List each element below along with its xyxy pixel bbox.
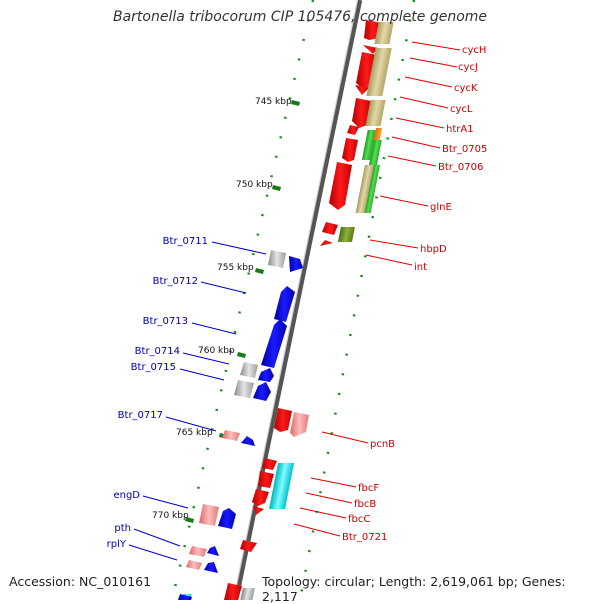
tick-label: 745 kbp bbox=[255, 97, 292, 107]
accession-label: Accession: NC_010161 bbox=[9, 574, 152, 589]
gene-label-glnE: glnE bbox=[430, 202, 452, 213]
gene-label-cycH: cycH bbox=[462, 45, 486, 56]
cds-arrow bbox=[352, 98, 371, 128]
genome-backbone-highlight bbox=[232, 0, 359, 600]
pcnB-cds bbox=[290, 412, 309, 437]
tick-label: 760 kbp bbox=[198, 346, 235, 356]
map-title: Bartonella tribocorum CIP 105476, comple… bbox=[112, 9, 488, 25]
cds-arrow bbox=[218, 508, 236, 529]
cds-arrow bbox=[204, 562, 218, 573]
cds-arrow bbox=[274, 286, 295, 322]
cds-arrow bbox=[363, 45, 378, 54]
gene-label-rplY: rplY bbox=[107, 539, 127, 550]
gene-label-int: int bbox=[414, 262, 427, 273]
rna-block bbox=[366, 48, 392, 96]
cds-arrow bbox=[224, 583, 242, 600]
left-leader-lines bbox=[128, 241, 267, 561]
cds-arrow bbox=[322, 222, 338, 235]
gray-cds bbox=[268, 250, 286, 268]
gene-label-pth: pth bbox=[114, 523, 131, 534]
cds-arrow bbox=[289, 256, 303, 272]
gene-label-hbpD: hbpD bbox=[420, 244, 447, 255]
gene-label-engD: engD bbox=[113, 490, 140, 501]
cds-arrow bbox=[347, 125, 359, 135]
gray-cds bbox=[234, 380, 254, 398]
gene-label-pcnB: pcnB bbox=[370, 439, 395, 450]
cds-arrow bbox=[240, 540, 257, 552]
cds-arrow bbox=[258, 471, 274, 488]
gene-label-Btr_0721: Btr_0721 bbox=[342, 532, 387, 543]
gene-label-htrA1: htrA1 bbox=[446, 124, 474, 135]
cyan-block bbox=[269, 463, 295, 509]
tick-label: 765 kbp bbox=[176, 428, 213, 438]
gene-label-Btr_0705: Btr_0705 bbox=[442, 144, 487, 155]
gene-label-Btr_0713: Btr_0713 bbox=[143, 316, 188, 327]
pink-cds bbox=[222, 430, 240, 441]
cds-arrow bbox=[329, 162, 352, 210]
left-gene-labels: Btr_0711 Btr_0712 Btr_0713 Btr_0714 Btr_… bbox=[107, 236, 208, 550]
tick-label: 770 kbp bbox=[152, 511, 189, 521]
gene-label-Btr_0717: Btr_0717 bbox=[118, 410, 163, 421]
gene-label-Btr_0715: Btr_0715 bbox=[131, 362, 176, 373]
cds-arrow bbox=[274, 408, 292, 432]
cds-arrow bbox=[355, 85, 369, 95]
forward-features bbox=[182, 20, 394, 600]
green-block bbox=[364, 165, 380, 213]
gene-label-cycJ: cycJ bbox=[458, 62, 478, 73]
right-gene-labels: cycH cycJ cycK cycL htrA1 Btr_0705 Btr_0… bbox=[342, 45, 487, 543]
cds-arrow bbox=[207, 546, 219, 556]
gray-block bbox=[240, 588, 255, 600]
gene-label-Btr_0706: Btr_0706 bbox=[438, 162, 483, 173]
green-block bbox=[361, 130, 376, 160]
outer-tick-ring bbox=[298, 0, 416, 600]
reverse-features bbox=[178, 250, 303, 600]
kbp-labels: 745 kbp 750 kbp 755 kbp 760 kbp 765 kbp … bbox=[152, 97, 292, 521]
green-block bbox=[368, 140, 382, 165]
orange-block bbox=[373, 128, 383, 140]
cds-arrow bbox=[342, 138, 358, 162]
rna-block bbox=[365, 100, 386, 126]
gene-label-fbcB: fbcB bbox=[354, 499, 376, 510]
cds-arrow bbox=[258, 368, 274, 382]
olive-block bbox=[337, 227, 355, 242]
gene-label-Btr_0712: Btr_0712 bbox=[153, 276, 198, 287]
cds-arrow bbox=[261, 319, 287, 368]
cds-arrow bbox=[253, 382, 271, 401]
pink-cds bbox=[199, 504, 219, 526]
gene-label-fbcF: fbcF bbox=[358, 483, 379, 494]
cds-arrow bbox=[320, 240, 333, 246]
cds-arrow bbox=[252, 489, 269, 506]
gray-cds bbox=[240, 362, 258, 378]
rna-block bbox=[355, 165, 374, 213]
cds-arrow bbox=[253, 506, 264, 515]
right-leader-lines bbox=[293, 41, 461, 537]
gene-label-Btr_0711: Btr_0711 bbox=[163, 236, 208, 247]
cds-arrow bbox=[178, 594, 192, 600]
pink-cds bbox=[189, 546, 207, 557]
tick-label: 755 kbp bbox=[217, 263, 254, 273]
gene-label-cycL: cycL bbox=[450, 104, 473, 115]
cds-arrow bbox=[262, 458, 277, 470]
rna-block bbox=[374, 22, 394, 44]
cds-arrow bbox=[241, 436, 255, 446]
pink-cds bbox=[186, 560, 202, 570]
gene-label-Btr_0714: Btr_0714 bbox=[135, 346, 180, 357]
tick-label: 750 kbp bbox=[236, 180, 273, 190]
gene-label-fbcC: fbcC bbox=[348, 514, 370, 525]
gene-label-cycK: cycK bbox=[454, 83, 478, 94]
